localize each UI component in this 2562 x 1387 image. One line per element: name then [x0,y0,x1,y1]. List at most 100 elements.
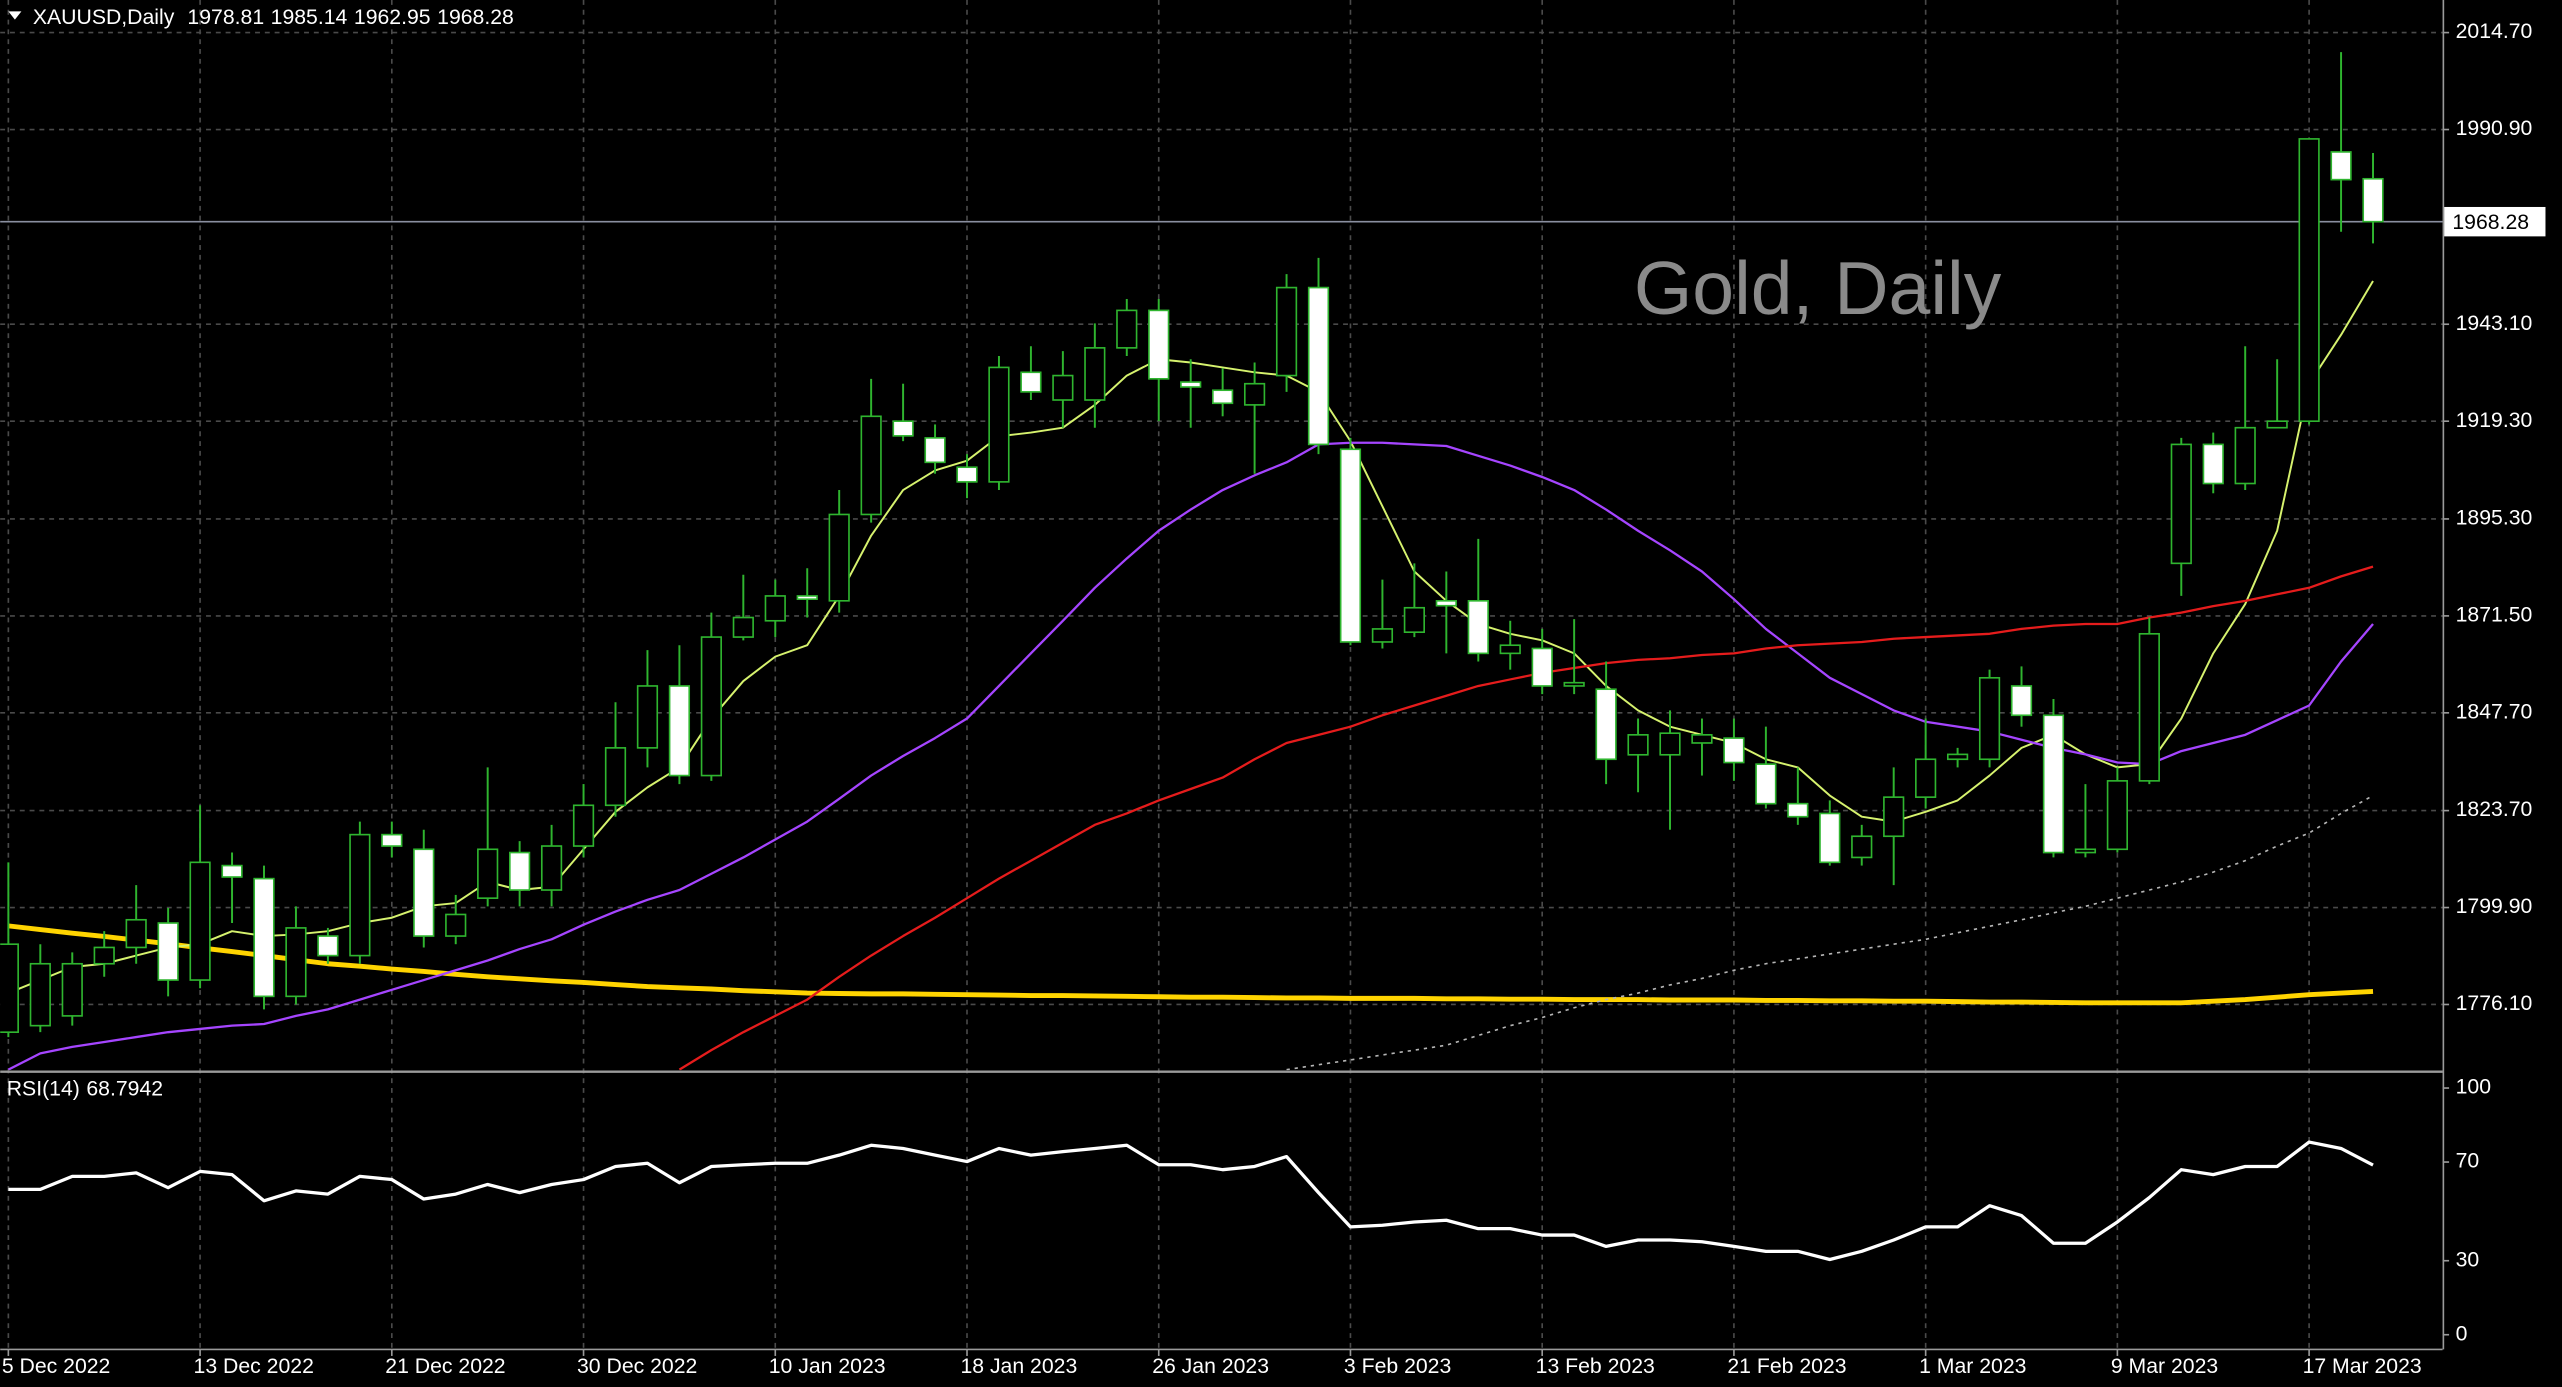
candle-body [61,962,83,1017]
watermark: Gold, Daily [1634,246,2002,330]
candle-body [828,513,850,602]
current-price-box [2444,206,2546,237]
rsi-header: RSI(14) 68.7942 [7,1077,163,1100]
x-tick-label: 13 Dec 2022 [194,1355,314,1378]
y-tick-label: 1895.30 [2456,507,2533,530]
y-tick-label: 1799.90 [2456,895,2533,918]
x-tick-label: 10 Jan 2023 [769,1355,886,1378]
y-tick-label: 1919.30 [2456,409,2533,432]
y-tick-label: 30 [2456,1248,2480,1271]
candle-body [956,466,978,483]
candle-body [1531,647,1553,687]
candle-body [1084,347,1106,401]
candle-body [1595,688,1617,761]
candle-body [413,848,435,937]
y-tick-label: 1823.70 [2456,798,2533,821]
candle-body [1978,676,2001,761]
candle-body [2234,426,2256,485]
current-price-label: 1968.28 [2452,211,2529,234]
y-tick-label: 1847.70 [2456,700,2533,723]
y-tick-label: 1871.50 [2456,603,2533,626]
candle-body [1563,681,1585,687]
candle-body [700,636,722,777]
header-close: 1968.28 [437,6,514,29]
candle-body [2138,632,2160,782]
candle-body [1339,448,1362,643]
candle-body [2330,151,2352,181]
candle-body [1467,599,1489,655]
candle-body [2106,780,2129,851]
candle-body [2266,420,2288,429]
candle-body [1659,732,1681,756]
candle-body [796,595,818,601]
candle-body [1915,758,1937,798]
candle-body [732,616,754,638]
candle-body [285,927,307,998]
candle-body [1946,753,1969,761]
candle-body [221,864,243,878]
candle-body [636,685,659,749]
candle-body [1403,606,1425,633]
candle-body [93,946,115,965]
header-open: 1978.81 [187,6,264,29]
rsi-title: RSI(14) [7,1077,80,1100]
symbol: XAUUSD,Daily [33,6,175,29]
x-tick-label: 17 Mar 2023 [2303,1355,2422,1378]
rsi-panel [8,1140,2374,1262]
candle-body [2074,848,2097,854]
candle-body [1116,309,1138,349]
line-series [8,923,2374,1006]
candle-body [764,595,786,622]
price-panel [0,52,2384,1071]
candle-body [1819,812,1841,864]
candle-body [2170,443,2192,565]
candle-body [125,918,147,949]
candle-body [381,833,403,847]
candle-body [1180,381,1202,388]
candle-body [604,747,627,807]
candle-body [1691,734,1713,744]
candle-body [2362,177,2384,223]
x-tick-label: 18 Jan 2023 [960,1355,1077,1378]
header-low: 1962.95 [354,6,431,29]
x-tick-label: 9 Mar 2023 [2111,1355,2218,1378]
x-tick-label: 21 Dec 2022 [385,1355,505,1378]
rsi-last-value: 68.7942 [86,1077,163,1100]
x-tick-label: 13 Feb 2023 [1536,1355,1655,1378]
y-tick-label: 100 [2456,1076,2491,1099]
candle-body [317,935,339,957]
candle-body [1851,835,1873,859]
candle-body [157,922,179,981]
candle-body [540,845,563,891]
candle-body [572,804,595,847]
candle-body [1148,309,1170,380]
line-series [1286,794,2374,1071]
candle-body [988,366,1010,483]
chart-header: XAUUSD,Daily 1978.81 1985.14 1962.95 1968.28 [33,6,514,29]
y-tick-label: 1776.10 [2456,992,2533,1015]
line-series [8,1140,2374,1262]
candle-body [668,685,691,777]
candle-body [0,943,19,1033]
candle-body [509,851,531,891]
x-tick-label: 21 Feb 2023 [1727,1355,1846,1378]
candle-body [2010,685,2033,717]
candle-body [1499,644,1521,655]
y-tick-label: 1990.90 [2456,117,2533,140]
collapse-icon[interactable] [8,11,22,20]
candle-body [29,962,51,1027]
candle-body [445,913,467,937]
y-tick-label: 70 [2456,1150,2480,1173]
candle-body [253,877,275,998]
candle-body [860,415,882,516]
x-tick-label: 1 Mar 2023 [1919,1355,2026,1378]
line-series [7,441,2374,1071]
candle-body [1755,763,1777,805]
header-high: 1985.14 [271,6,348,29]
y-tick-label: 0 [2456,1322,2468,1345]
candle-body [1307,286,1330,446]
candle-body [892,420,914,437]
